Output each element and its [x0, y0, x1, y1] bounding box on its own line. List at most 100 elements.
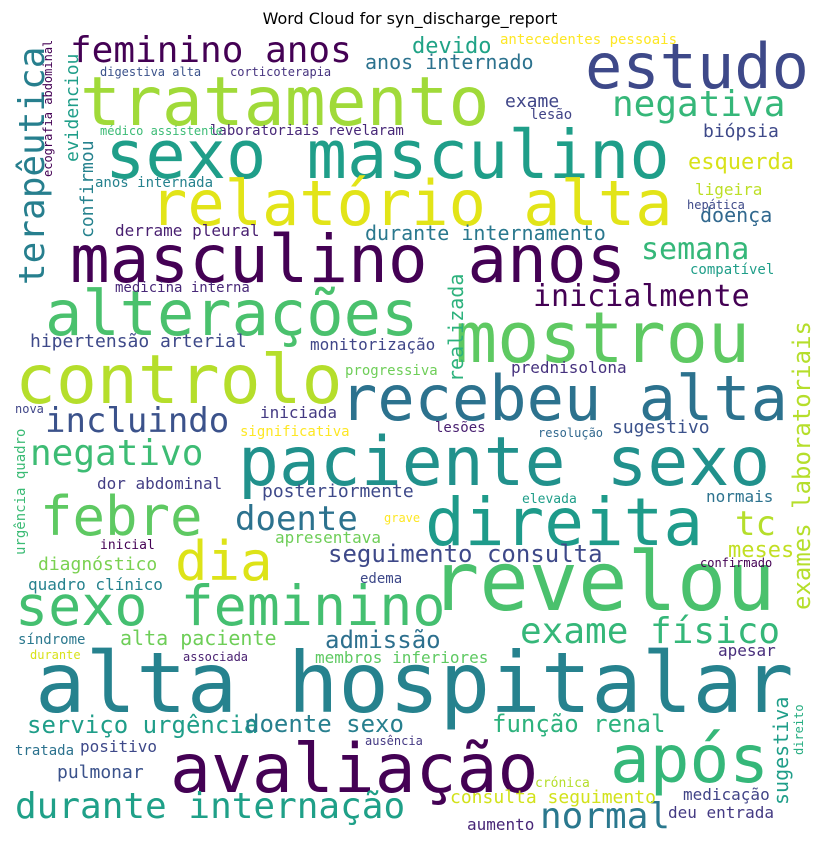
- word: terapêutica: [12, 47, 53, 285]
- word: tratamento: [80, 63, 489, 142]
- word: paciente sexo: [238, 423, 770, 502]
- word: dor abdominal: [97, 474, 222, 493]
- word: confirmou: [77, 140, 98, 238]
- word: síndrome: [18, 632, 85, 648]
- word: hipertensão arterial: [30, 331, 247, 352]
- word: aumento: [467, 815, 534, 834]
- word: nova: [15, 402, 44, 416]
- word: sexo masculino: [105, 116, 670, 194]
- word: quadro clínico: [28, 575, 163, 594]
- word: alta paciente: [120, 626, 277, 650]
- word: crónica: [535, 776, 590, 791]
- word: confirmado: [700, 556, 772, 570]
- word: posteriormente: [262, 481, 414, 502]
- word: significativa: [240, 424, 350, 440]
- word: sugestiva: [769, 697, 793, 805]
- word: alterações: [45, 277, 418, 350]
- word: avaliação: [170, 730, 538, 809]
- word: alta hospitalar: [35, 634, 794, 732]
- word: ausência: [365, 734, 423, 748]
- word: médico assistente: [100, 124, 223, 138]
- word: feminino anos: [70, 30, 352, 71]
- word: monitorização: [310, 335, 435, 354]
- word: apesar: [718, 641, 776, 660]
- word: normal: [540, 796, 670, 837]
- word: antecedentes pessoais: [500, 32, 677, 48]
- word: apresentava: [275, 528, 381, 547]
- word: biópsia: [703, 121, 779, 142]
- word: seguimento consulta: [328, 540, 603, 568]
- word: ligeira: [695, 180, 762, 199]
- word: estudo: [585, 30, 809, 103]
- word: consulta seguimento: [450, 787, 656, 808]
- word: negativa: [612, 84, 785, 125]
- word: lesão: [530, 107, 572, 123]
- word: função renal: [492, 710, 665, 738]
- word: esquerda: [688, 150, 794, 175]
- word: admissão: [325, 626, 441, 654]
- word: direita: [425, 484, 703, 561]
- word: revelou: [430, 535, 776, 630]
- word: negativo: [30, 433, 203, 474]
- word: direito: [792, 704, 806, 755]
- word: durante internação: [15, 786, 405, 827]
- word: exame físico: [520, 611, 780, 652]
- word: dia: [175, 530, 273, 593]
- word: doente sexo: [245, 710, 404, 738]
- word: inicialmente: [533, 279, 750, 314]
- word: tc: [735, 504, 776, 544]
- word: prednisolona: [511, 358, 627, 377]
- word: sugestivo: [612, 417, 710, 438]
- word: durante: [30, 648, 81, 662]
- word: digestiva alta: [100, 65, 201, 79]
- word: hepática: [687, 198, 745, 212]
- word: recebeu alta: [340, 362, 788, 435]
- word: realizada: [444, 274, 468, 382]
- word: membros inferiores: [315, 648, 488, 667]
- word: anos internado: [365, 50, 534, 74]
- word: deu entrada: [668, 803, 774, 822]
- chart-title: Word Cloud for syn_discharge_report: [263, 9, 558, 29]
- word: iniciada: [260, 403, 337, 422]
- word: evidenciou: [62, 54, 83, 162]
- word: positivo: [80, 737, 157, 756]
- word: controlo: [15, 341, 343, 420]
- word: edema: [360, 571, 402, 587]
- word: normais: [706, 487, 773, 506]
- word: elevada: [522, 492, 577, 507]
- word: associada: [183, 650, 248, 664]
- word: doente: [235, 499, 358, 539]
- word: febre: [40, 485, 203, 548]
- word: inicial: [100, 538, 155, 553]
- word: ecografia abdominal: [41, 40, 55, 177]
- word: devido: [412, 34, 491, 59]
- word: semana: [641, 232, 749, 267]
- word: lesões: [435, 420, 486, 436]
- word: exames laboratoriais: [788, 321, 816, 610]
- word: tratada: [15, 743, 74, 759]
- word: pulmonar: [57, 762, 144, 783]
- word: doença: [700, 203, 772, 227]
- word: anos internada: [95, 175, 213, 191]
- word: incluindo: [45, 401, 229, 441]
- word: progressiva: [345, 363, 438, 379]
- word: relatório alta: [150, 167, 673, 240]
- word: exame: [505, 91, 559, 112]
- word: sexo feminino: [15, 574, 445, 638]
- word: urgência quadro: [13, 429, 29, 555]
- word: meses: [728, 538, 794, 563]
- word: durante internamento: [365, 221, 606, 245]
- word: serviço urgência: [27, 711, 258, 739]
- word: mostrou: [455, 297, 750, 379]
- word: derrame pleural: [115, 221, 260, 240]
- word: resolução: [538, 426, 603, 440]
- word: diagnóstico: [38, 554, 157, 575]
- word: após: [610, 721, 769, 798]
- word: compatível: [690, 262, 774, 278]
- word: medicação: [683, 785, 770, 804]
- word: medicina interna: [115, 280, 250, 296]
- word: masculino anos: [70, 221, 626, 298]
- word: corticoterapia: [230, 65, 331, 79]
